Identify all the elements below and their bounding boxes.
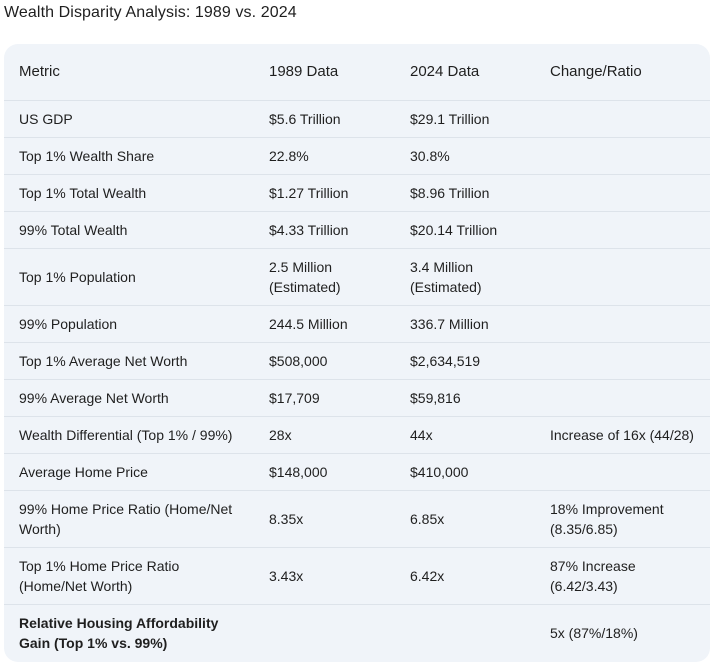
header-1989: 1989 Data [269,63,339,80]
header-metric: Metric [19,63,60,80]
cell-2024: 336.7 Million [395,305,535,343]
cell-metric: Top 1% Home Price Ratio (Home/Net Worth) [4,547,254,605]
table-header-row: Metric 1989 Data 2024 Data Change/Ratio [4,44,710,101]
cell-2024: $8.96 Trillion [395,174,535,212]
cell-change [535,342,710,380]
cell-metric: Average Home Price [4,453,254,491]
cell-1989: $4.33 Trillion [254,211,395,249]
cell-1989: 2.5 Million (Estimated) [254,248,395,306]
cell-2024 [395,604,535,661]
cell-1989: 28x [254,416,395,454]
table-row: Top 1% Total Wealth $1.27 Trillion $8.96… [4,174,710,212]
table-row: Top 1% Population 2.5 Million (Estimated… [4,248,710,306]
cell-1989: 22.8% [254,137,395,175]
page-title: Wealth Disparity Analysis: 1989 vs. 2024 [4,4,297,21]
cell-2024: $2,634,519 [395,342,535,380]
cell-change [535,211,710,249]
cell-2024: $29.1 Trillion [395,100,535,138]
cell-metric: 99% Home Price Ratio (Home/Net Worth) [4,490,254,548]
cell-change [535,379,710,417]
cell-change [535,174,710,212]
cell-1989 [254,604,395,661]
header-change: Change/Ratio [550,63,642,80]
cell-change: 87% Increase (6.42/3.43) [535,547,710,605]
table-row: Top 1% Average Net Worth $508,000 $2,634… [4,342,710,380]
cell-2024: $20.14 Trillion [395,211,535,249]
cell-change: 5x (87%/18%) [535,604,710,661]
table-row: Relative Housing Affordability Gain (Top… [4,604,710,661]
cell-change [535,305,710,343]
cell-metric: 99% Total Wealth [4,211,254,249]
cell-metric: Relative Housing Affordability Gain (Top… [4,604,254,661]
cell-1989: $148,000 [254,453,395,491]
cell-1989: $508,000 [254,342,395,380]
cell-change [535,137,710,175]
data-table-card: Metric 1989 Data 2024 Data Change/Ratio … [4,44,710,662]
cell-2024: 6.42x [395,547,535,605]
cell-2024: 30.8% [395,137,535,175]
header-2024: 2024 Data [410,63,480,80]
cell-change [535,100,710,138]
cell-change [535,248,710,306]
cell-1989: 244.5 Million [254,305,395,343]
cell-1989: $17,709 [254,379,395,417]
cell-1989: $5.6 Trillion [254,100,395,138]
cell-2024: $59,816 [395,379,535,417]
table-row: Top 1% Home Price Ratio (Home/Net Worth)… [4,547,710,605]
table-row: 99% Home Price Ratio (Home/Net Worth) 8.… [4,490,710,548]
table-row: US GDP $5.6 Trillion $29.1 Trillion [4,100,710,138]
cell-metric: Wealth Differential (Top 1% / 99%) [4,416,254,454]
cell-2024: $410,000 [395,453,535,491]
cell-change [535,453,710,491]
cell-metric: Top 1% Average Net Worth [4,342,254,380]
cell-2024: 3.4 Million (Estimated) [395,248,535,306]
table-row: 99% Average Net Worth $17,709 $59,816 [4,379,710,417]
cell-change: 18% Improvement (8.35/6.85) [535,490,710,548]
table-row: Top 1% Wealth Share 22.8% 30.8% [4,137,710,175]
cell-2024: 6.85x [395,490,535,548]
cell-metric: 99% Population [4,305,254,343]
table-row: Average Home Price $148,000 $410,000 [4,453,710,491]
table-row: 99% Population 244.5 Million 336.7 Milli… [4,305,710,343]
cell-1989: 3.43x [254,547,395,605]
cell-change: Increase of 16x (44/28) [535,416,710,454]
table-row: 99% Total Wealth $4.33 Trillion $20.14 T… [4,211,710,249]
cell-metric: 99% Average Net Worth [4,379,254,417]
cell-1989: $1.27 Trillion [254,174,395,212]
cell-2024: 44x [395,416,535,454]
cell-metric: Top 1% Population [4,248,254,306]
cell-1989: 8.35x [254,490,395,548]
cell-metric: US GDP [4,100,254,138]
cell-metric: Top 1% Total Wealth [4,174,254,212]
table-row: Wealth Differential (Top 1% / 99%) 28x 4… [4,416,710,454]
cell-metric: Top 1% Wealth Share [4,137,254,175]
wealth-table: Metric 1989 Data 2024 Data Change/Ratio … [4,44,710,661]
